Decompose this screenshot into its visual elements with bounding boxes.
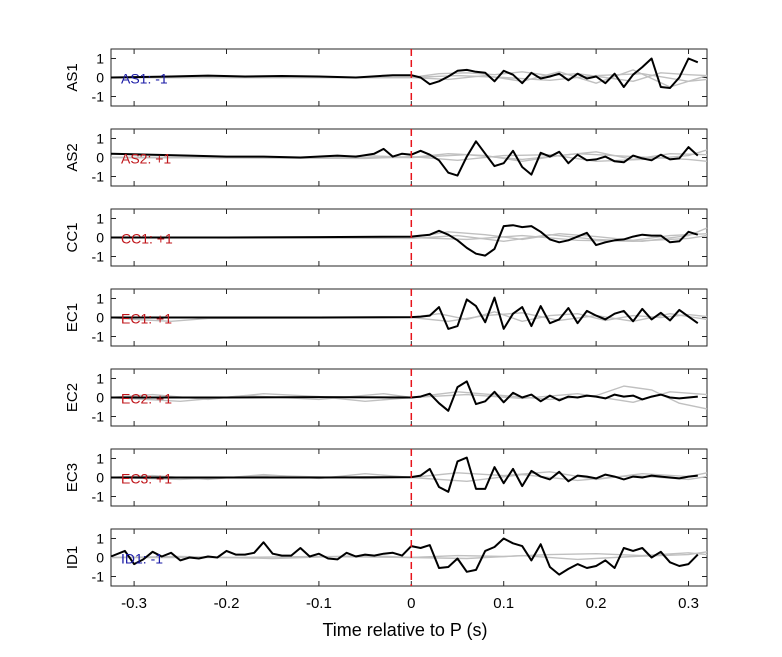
other-trace — [111, 551, 708, 561]
y-tick-label: 1 — [96, 531, 104, 547]
other-trace — [111, 234, 708, 242]
panel-as1: 1 0 -1 AS1 AS1: -1 — [64, 48, 708, 107]
y-tick-label: 0 — [96, 390, 104, 406]
polarity-label: EC3: +1 — [121, 471, 172, 487]
main-trace — [110, 537, 699, 576]
polarity-label: AS1: -1 — [121, 71, 168, 87]
x-axis-label: Time relative to P (s) — [322, 620, 487, 640]
y-tick-label: 1 — [96, 451, 104, 467]
x-tick-label: -0.3 — [121, 595, 147, 612]
y-tick-label: -1 — [92, 489, 105, 505]
y-tick-label: 0 — [96, 70, 104, 86]
panels: 1 0 -1 AS1 AS1: -1 1 0 -1 AS2 AS2: +1 1 0 -1 CC1 CC1: … — [64, 48, 708, 587]
y-tick-label: 1 — [96, 371, 104, 387]
x-tick-label: -0.2 — [214, 595, 240, 612]
main-trace — [111, 296, 699, 330]
panel-ec2: 1 0 -1 EC2 EC2: +1 — [64, 368, 708, 427]
panel-as2: 1 0 -1 AS2 AS2: +1 — [64, 128, 708, 187]
other-trace — [110, 471, 708, 481]
y-axis-label: AS2 — [64, 143, 81, 171]
other-trace — [111, 73, 708, 82]
y-tick-label: -1 — [92, 329, 105, 345]
y-tick-label: 0 — [96, 230, 104, 246]
y-tick-label: 0 — [96, 150, 104, 166]
y-axis-label: EC2 — [64, 383, 81, 412]
other-trace — [110, 311, 708, 322]
y-axis-label: AS1 — [64, 63, 81, 91]
polarity-label: EC1: +1 — [121, 311, 172, 327]
y-axis-label: ID1 — [64, 546, 81, 569]
y-axis-label: EC1 — [64, 303, 81, 332]
y-tick-label: 1 — [96, 211, 104, 227]
y-tick-label: 1 — [96, 131, 104, 147]
main-trace — [110, 140, 699, 177]
y-tick-label: -1 — [92, 409, 105, 425]
panel-id1: 1 0 -1 ID1 ID1: -1 — [64, 528, 708, 587]
main-trace — [111, 456, 698, 493]
polarity-label: CC1: +1 — [121, 231, 173, 247]
y-tick-label: 0 — [96, 310, 104, 326]
polarity-label: ID1: -1 — [121, 551, 163, 567]
x-tick-label: 0.3 — [678, 595, 699, 612]
panel-cc1: 1 0 -1 CC1 CC1: +1 — [64, 208, 708, 267]
y-tick-label: 1 — [96, 291, 104, 307]
y-axis-label: EC3 — [64, 463, 81, 492]
x-tick-label: 0.1 — [493, 595, 514, 612]
x-tick-label: -0.1 — [306, 595, 332, 612]
panel-ec1: 1 0 -1 EC1 EC1: +1 — [64, 288, 708, 347]
other-trace — [111, 312, 708, 322]
x-tick-label: 0 — [407, 595, 415, 612]
x-tick-label: 0.2 — [586, 595, 607, 612]
x-tick-labels: -0.3 -0.2 -0.1 0 0.1 0.2 0.3 — [121, 595, 699, 612]
polarity-label: EC2: +1 — [121, 391, 172, 407]
main-trace — [111, 380, 698, 412]
y-axis-label: CC1 — [64, 222, 81, 252]
y-tick-label: 0 — [96, 550, 104, 566]
y-tick-label: 0 — [96, 470, 104, 486]
y-tick-label: -1 — [92, 89, 105, 105]
main-trace — [110, 57, 699, 89]
panel-ec3: 1 0 -1 EC3 EC3: +1 — [64, 448, 708, 507]
y-tick-label: -1 — [92, 249, 105, 265]
polarity-label: AS2: +1 — [121, 151, 171, 167]
y-tick-label: 1 — [96, 51, 104, 67]
y-tick-label: -1 — [92, 569, 105, 585]
y-tick-label: -1 — [92, 169, 105, 185]
main-trace — [111, 224, 699, 257]
